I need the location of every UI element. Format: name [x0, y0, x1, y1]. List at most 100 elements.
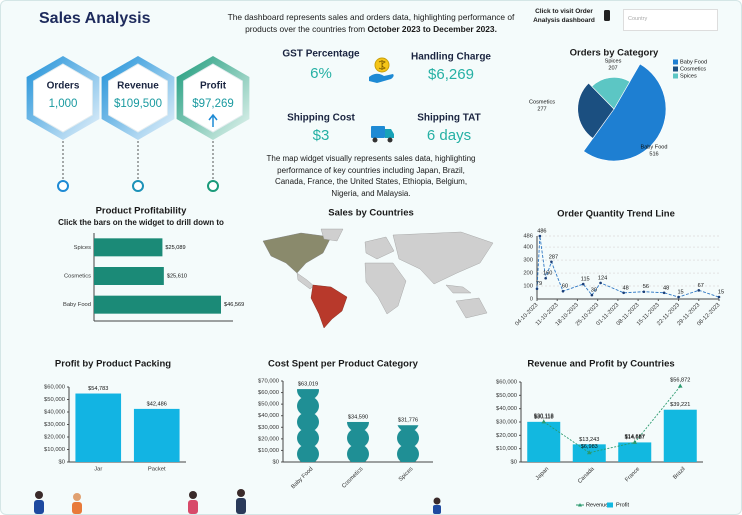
point	[677, 383, 683, 388]
point	[561, 289, 565, 293]
x-tick-label: Jar	[94, 467, 102, 473]
legend-label: Baby Food	[680, 59, 707, 65]
metric-value: $97,269	[192, 98, 234, 110]
pictograph-bar	[397, 425, 419, 462]
x-tick-label: Brazil	[672, 466, 686, 480]
kpi-value: 6 days	[427, 127, 471, 144]
australia	[455, 297, 488, 319]
y-tick-label: $40,000	[258, 413, 279, 419]
chart-title: Order Quantity Trend Line	[557, 209, 675, 220]
kpi-value: $3	[313, 127, 330, 144]
legend-label: Profit	[616, 502, 630, 508]
data-label: 67	[698, 283, 704, 289]
category-label: Cosmetics	[64, 274, 91, 280]
point	[586, 450, 592, 455]
data-label: $6,983	[581, 444, 598, 450]
pictograph-bar	[347, 421, 369, 462]
y-tick-label: $50,000	[496, 393, 517, 399]
europe	[364, 236, 395, 260]
data-label: $14,687	[625, 434, 645, 440]
map-note: The map widget visually represents sales…	[266, 154, 476, 198]
bar	[94, 238, 163, 257]
kpi-value: $6,269	[428, 66, 474, 83]
bar	[527, 421, 561, 462]
y-tick-label: $60,000	[496, 380, 517, 386]
bar	[663, 409, 697, 462]
bar	[94, 267, 164, 285]
y-tick-label: $50,000	[258, 402, 279, 408]
slice-label: Baby Food	[640, 144, 667, 150]
data-label: 79	[536, 281, 542, 287]
y-tick-label: $10,000	[258, 448, 279, 454]
slice-value: 207	[608, 65, 617, 71]
data-label: 48	[623, 285, 629, 291]
data-label: $46,569	[224, 302, 244, 308]
y-tick-label: $60,000	[258, 390, 279, 396]
legend-label: Cosmetics	[680, 66, 706, 72]
y-tick-label: $40,000	[496, 406, 517, 412]
category-label: Baby Food	[63, 302, 91, 308]
data-label: $13,243	[579, 437, 599, 443]
metric-value: $109,500	[114, 98, 162, 110]
point	[697, 289, 701, 292]
pie-slice	[577, 82, 615, 139]
metric-label: Orders	[47, 81, 80, 92]
slice-value: 516	[649, 151, 658, 157]
point	[544, 276, 547, 280]
hexagon	[108, 63, 168, 133]
y-tick-label: $20,000	[496, 433, 517, 439]
data-label: 15	[677, 290, 683, 296]
chart-title: Revenue and Profit by Countries	[527, 359, 674, 370]
data-label: $30,118	[534, 413, 554, 419]
point	[662, 291, 666, 295]
point	[632, 439, 638, 444]
bar	[618, 442, 652, 462]
bar	[94, 295, 221, 314]
dashboard-link[interactable]: Click to visit Order Analysis dashboard	[533, 8, 595, 24]
x-tick-label: Canada	[577, 466, 596, 485]
data-label: 15	[718, 290, 724, 296]
metric-label: Profit	[200, 81, 227, 92]
data-label: 56	[643, 284, 649, 290]
bar	[75, 393, 122, 462]
slice-label: Cosmetics	[529, 99, 555, 105]
kpi-label: Shipping TAT	[417, 113, 481, 124]
slice-label: Spices	[605, 58, 622, 64]
chart-title: Orders by Category	[570, 48, 659, 59]
data-label: 60	[562, 284, 568, 290]
data-label: 115	[581, 277, 590, 283]
legend-swatch	[607, 502, 613, 508]
kpi-label: Handling Charge	[411, 52, 491, 63]
y-tick-label: $0	[273, 460, 279, 466]
description: The dashboard represents sales and order…	[213, 11, 529, 35]
x-tick-label: Spices	[398, 466, 415, 483]
money-icon	[369, 57, 394, 83]
metric-hexagons	[26, 56, 250, 140]
connector-node	[57, 180, 69, 192]
kpi-label: GST Percentage	[282, 49, 360, 60]
data-label: 486	[537, 228, 546, 234]
y-tick-label: $0	[511, 460, 517, 466]
legend-label: Spices	[680, 73, 697, 79]
africa	[364, 262, 407, 315]
x-tick-label: Cosmetics	[341, 466, 364, 489]
connector-node	[132, 180, 144, 192]
country-search[interactable]: Country	[623, 9, 718, 31]
data-label: $25,610	[167, 273, 187, 279]
data-label: 287	[549, 254, 558, 260]
point	[550, 260, 553, 264]
y-tick-label: $10,000	[44, 447, 65, 453]
data-label: $54,783	[88, 386, 108, 392]
point	[642, 290, 646, 294]
metric-label: Revenue	[117, 81, 159, 92]
up-arrow	[208, 113, 218, 127]
kpi-label: Shipping Cost	[287, 113, 355, 124]
central-america	[296, 272, 315, 290]
data-label: $14,687	[625, 435, 645, 441]
point	[538, 234, 542, 238]
pictograph-bar	[297, 389, 319, 462]
line	[543, 385, 681, 454]
pie-slice	[591, 77, 631, 110]
